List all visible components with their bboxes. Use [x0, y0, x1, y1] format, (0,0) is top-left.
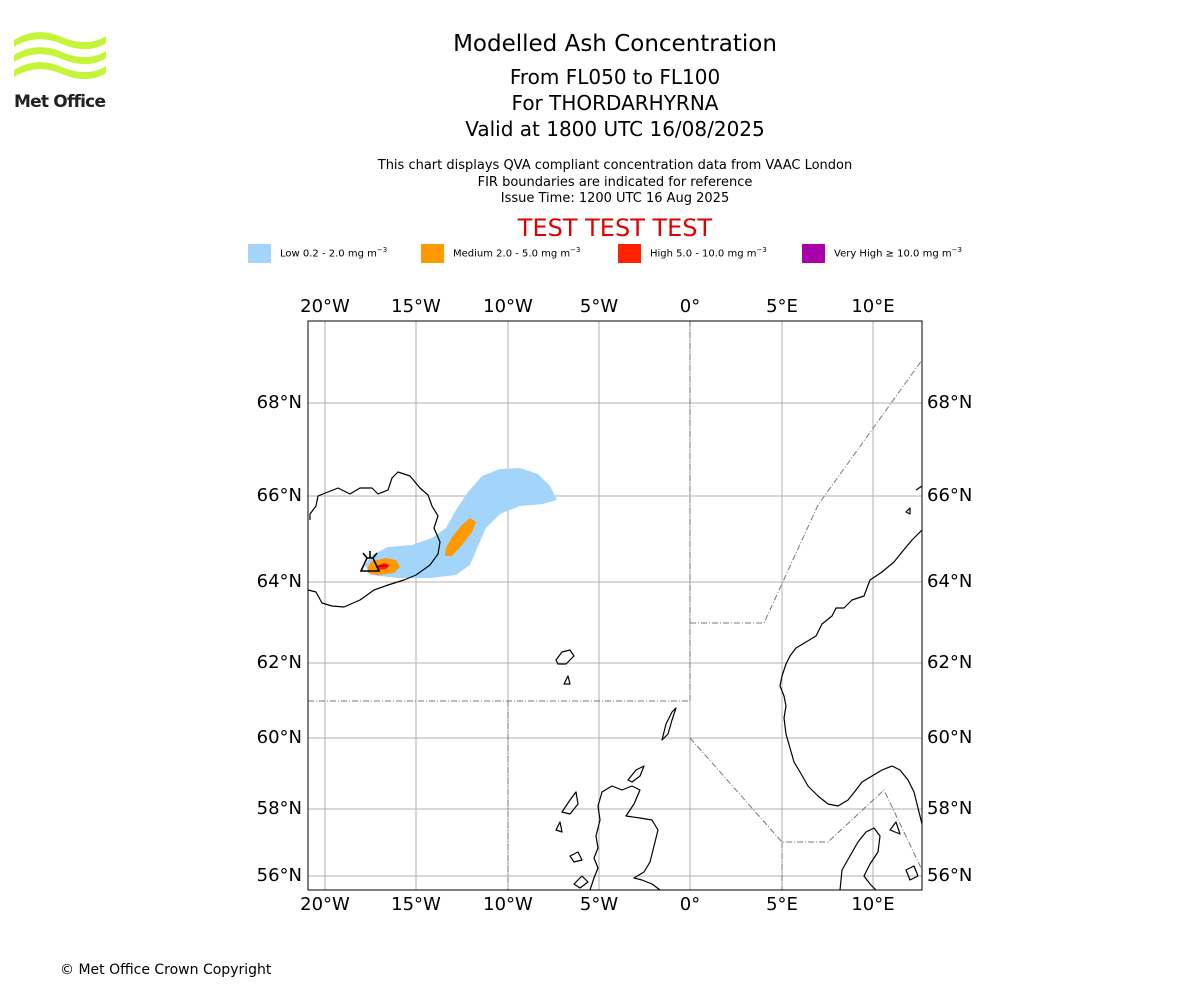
- lat-label-right-56n: 56°N: [927, 865, 972, 886]
- lat-label-right-60n: 60°N: [927, 727, 972, 748]
- ash-medium-region-1: [445, 518, 476, 556]
- issue-time: Issue Time: 1200 UTC 16 Aug 2025: [500, 191, 730, 206]
- lon-label-bottom-15w: 15°W: [391, 894, 441, 915]
- legend-swatch-low: [248, 244, 271, 263]
- denmark-coastline: [839, 827, 881, 890]
- lon-labels-bottom: 20°W 15°W 10°W 5°W 0° 5°E 10°E: [300, 894, 894, 915]
- legend-swatch-very-high: [802, 244, 825, 263]
- logo-waves-icon: [14, 32, 106, 80]
- lon-label-bottom-10w: 10°W: [483, 894, 533, 915]
- iceland-coastline: [308, 471, 441, 608]
- valid-time: Valid at 1800 UTC 16/08/2025: [465, 117, 765, 141]
- logo-text: Met Office: [14, 92, 106, 112]
- copyright-notice: © Met Office Crown Copyright: [60, 962, 272, 978]
- legend-label-very-high: Very High ≥ 10.0 mg m−3: [834, 246, 962, 260]
- fir-boundaries: [308, 321, 922, 890]
- legend-label-medium: Medium 2.0 - 5.0 mg m−3: [453, 246, 581, 260]
- shetland-islands: [661, 707, 677, 741]
- lon-label-top-20w: 20°W: [300, 296, 350, 317]
- lat-label-right-66n: 66°N: [927, 485, 972, 506]
- lat-label-left-56n: 56°N: [257, 865, 302, 886]
- lon-label-bottom-0: 0°: [680, 894, 700, 915]
- lon-label-bottom-20w: 20°W: [300, 894, 350, 915]
- lon-label-top-10e: 10°E: [851, 296, 894, 317]
- chart-subtitle: From FL050 to FL100 For THORDARHYRNA Val…: [315, 64, 915, 142]
- fir-boundary-norway: [690, 359, 922, 624]
- lat-label-right-64n: 64°N: [927, 571, 972, 592]
- outer-hebrides-2: [555, 821, 563, 833]
- lon-label-bottom-5e: 5°E: [766, 894, 798, 915]
- orkney-islands: [627, 765, 645, 783]
- gridlines: [308, 321, 922, 890]
- coastlines: [308, 471, 922, 890]
- lat-labels-right: 68°N 66°N 64°N 62°N 60°N 58°N 56°N: [927, 392, 972, 886]
- test-banner: TEST TEST TEST: [517, 214, 713, 242]
- outer-hebrides-1: [561, 791, 579, 815]
- lat-label-left-62n: 62°N: [257, 652, 302, 673]
- lon-label-top-5e: 5°E: [766, 296, 798, 317]
- description-line-2: FIR boundaries are indicated for referen…: [477, 174, 753, 190]
- lat-label-left-58n: 58°N: [257, 798, 302, 819]
- lon-label-top-0: 0°: [680, 296, 700, 317]
- lat-label-left-66n: 66°N: [257, 485, 302, 506]
- danish-island: [889, 821, 901, 835]
- lon-label-top-15w: 15°W: [391, 296, 441, 317]
- ash-low-region: [365, 468, 557, 578]
- lat-label-right-58n: 58°N: [927, 798, 972, 819]
- legend-label-low: Low 0.2 - 2.0 mg m−3: [280, 246, 388, 260]
- lon-label-top-5w: 5°W: [580, 296, 618, 317]
- legend-swatch-medium: [421, 244, 444, 263]
- lon-label-bottom-10e: 10°E: [851, 894, 894, 915]
- description-line-1: This chart displays QVA compliant concen…: [377, 158, 853, 173]
- inner-hebrides: [569, 851, 583, 863]
- volcano-name: For THORDARHYRNA: [511, 91, 719, 115]
- lon-label-top-10w: 10°W: [483, 296, 533, 317]
- lat-label-left-64n: 64°N: [257, 571, 302, 592]
- lon-labels-top: 20°W 15°W 10°W 5°W 0° 5°E 10°E: [300, 296, 894, 317]
- scottish-island: [573, 875, 589, 889]
- legend-label-high: High 5.0 - 10.0 mg m−3: [650, 246, 767, 260]
- met-office-logo: Met Office: [14, 30, 110, 112]
- norway-island: [905, 507, 911, 515]
- faroe-islands-2: [563, 675, 571, 685]
- lon-label-bottom-5w: 5°W: [580, 894, 618, 915]
- fir-boundary-north-sea: [689, 737, 922, 871]
- chart-title: Modelled Ash Concentration: [453, 31, 777, 57]
- map-frame: [307, 320, 923, 891]
- lat-label-right-68n: 68°N: [927, 392, 972, 413]
- norway-north-coast: [915, 485, 922, 491]
- flight-levels: From FL050 to FL100: [509, 65, 721, 89]
- norway-coastline: [779, 529, 922, 825]
- lat-label-right-62n: 62°N: [927, 652, 972, 673]
- faroe-islands-1: [555, 649, 575, 665]
- lat-label-left-68n: 68°N: [257, 392, 302, 413]
- scotland-coastline: [589, 785, 661, 890]
- lat-label-left-60n: 60°N: [257, 727, 302, 748]
- danish-island-2: [905, 865, 919, 881]
- chart-description: This chart displays QVA compliant concen…: [315, 158, 915, 208]
- volcano-marker-icon: [359, 551, 381, 572]
- legend-swatch-high: [618, 244, 641, 263]
- lat-labels-left: 68°N 66°N 64°N 62°N 60°N 58°N 56°N: [257, 392, 302, 886]
